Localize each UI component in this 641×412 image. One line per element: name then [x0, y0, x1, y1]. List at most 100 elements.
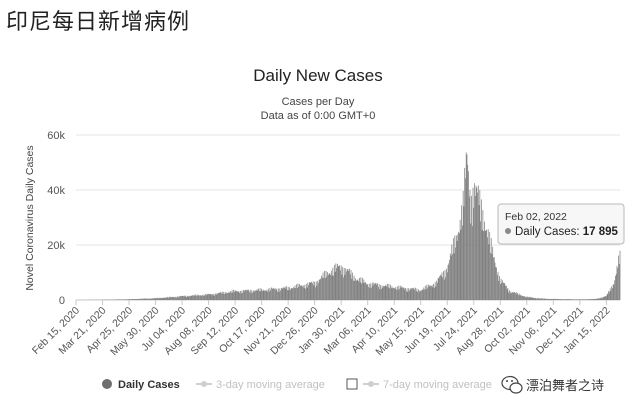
bar: [436, 280, 438, 300]
bar: [114, 299, 116, 300]
bar: [241, 290, 243, 300]
bar: [580, 299, 582, 300]
bar: [252, 290, 254, 300]
bar: [549, 298, 550, 300]
bar: [168, 297, 169, 300]
bar: [284, 286, 286, 300]
bar: [480, 221, 481, 300]
bar: [180, 295, 181, 300]
bar: [440, 274, 441, 300]
bar: [234, 290, 236, 300]
bar: [321, 277, 323, 300]
bar: [468, 196, 470, 300]
bar: [155, 297, 157, 300]
bar: [300, 285, 302, 300]
bar: [615, 276, 616, 300]
bar: [589, 299, 591, 300]
bar: [271, 287, 272, 300]
bar: [423, 287, 425, 300]
bar: [266, 289, 268, 300]
bar: [484, 231, 486, 300]
bar: [361, 283, 363, 300]
bar: [223, 291, 225, 300]
bar: [318, 282, 319, 300]
bar: [299, 286, 301, 300]
bar: [238, 291, 240, 300]
bar: [611, 286, 613, 300]
bar: [459, 219, 461, 300]
bar: [336, 268, 338, 300]
legend-marker-3-day: [201, 381, 207, 387]
legend-item-3-day-average[interactable]: 3-day moving average: [196, 379, 325, 391]
bar: [255, 290, 256, 300]
bar: [499, 276, 500, 300]
legend-item-daily-cases[interactable]: Daily Cases: [102, 379, 180, 391]
bar: [116, 299, 118, 300]
bar: [230, 292, 232, 300]
bar: [410, 289, 412, 300]
bar: [573, 299, 575, 300]
bar: [287, 286, 289, 300]
bar: [150, 298, 152, 300]
bar: [421, 289, 423, 300]
legend-checkbox-7-day[interactable]: [346, 378, 358, 390]
bar: [468, 171, 469, 300]
bar: [548, 298, 550, 300]
bar: [339, 265, 341, 300]
bar: [397, 289, 399, 300]
bar: [435, 286, 437, 300]
bar: [187, 295, 188, 300]
bar: [221, 291, 223, 300]
bar: [617, 268, 619, 300]
bar: [278, 292, 280, 300]
bar: [181, 295, 183, 300]
bar: [609, 288, 611, 300]
bar: [433, 287, 435, 300]
bar: [426, 284, 428, 300]
bar: [388, 283, 390, 300]
bar: [216, 293, 218, 300]
bar: [226, 292, 228, 300]
y-axis-ticks: 0 20k 40k 60k: [47, 130, 65, 307]
bar: [543, 298, 545, 300]
bar: [434, 282, 436, 300]
bar: [618, 255, 619, 300]
bar: [145, 298, 147, 300]
bar: [514, 292, 516, 300]
bar: [465, 152, 467, 300]
bar: [522, 296, 524, 300]
bar: [400, 287, 402, 300]
bar: [528, 296, 530, 300]
bar: [251, 290, 253, 300]
bar: [328, 273, 330, 300]
bar: [151, 298, 153, 300]
bar: [443, 279, 445, 300]
bar: [347, 269, 349, 300]
bar: [511, 293, 513, 300]
bar: [152, 298, 153, 300]
bar: [144, 298, 146, 300]
bar: [166, 297, 168, 300]
bar: [473, 207, 475, 300]
bar: [212, 295, 214, 300]
bar: [249, 289, 251, 300]
bar: [450, 255, 452, 300]
bar: [394, 288, 396, 300]
bar: [602, 296, 604, 300]
bar: [530, 297, 531, 300]
bar: [597, 298, 599, 300]
bar: [474, 196, 476, 300]
bar: [249, 291, 250, 300]
bar: [537, 298, 539, 300]
bar: [490, 238, 492, 300]
bar: [256, 289, 258, 300]
legend-item-7-day-average[interactable]: 7-day moving average: [346, 378, 492, 391]
bar: [598, 298, 600, 300]
bar: [602, 297, 603, 300]
chart-subtitle-date: Data as of 0:00 GMT+0: [261, 110, 376, 122]
bar: [462, 191, 464, 300]
bar: [560, 299, 562, 300]
bar: [133, 299, 134, 300]
bar: [120, 299, 122, 300]
bar: [288, 290, 290, 300]
